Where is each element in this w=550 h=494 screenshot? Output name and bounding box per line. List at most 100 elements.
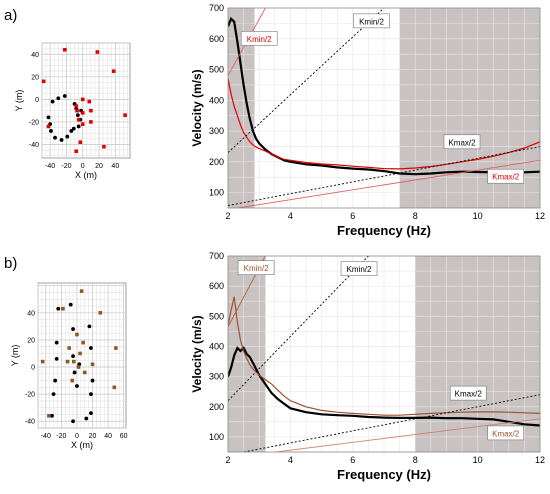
annotation-label: Kmin/2 xyxy=(247,35,272,44)
annotation-box xyxy=(487,168,524,184)
y-tick-label: 200 xyxy=(209,157,224,167)
station-red xyxy=(89,120,93,124)
annotation-box xyxy=(237,260,275,275)
y-tick-label: 200 xyxy=(209,402,224,412)
y-axis-label: Velocity (m/s) xyxy=(190,69,204,146)
annotation-box xyxy=(487,425,524,441)
x-tick-label: 20 xyxy=(95,163,103,170)
station-black xyxy=(49,129,53,133)
station-black xyxy=(71,126,76,131)
station-red xyxy=(111,69,116,73)
station-black xyxy=(50,99,55,104)
annotation-box xyxy=(353,13,390,29)
series-kmin-dotted xyxy=(228,256,369,402)
y-tick-label: 0 xyxy=(35,97,39,104)
station-brown xyxy=(67,346,71,350)
station-red xyxy=(87,99,92,104)
station-red xyxy=(89,108,93,113)
station-brown xyxy=(78,351,82,356)
y-tick-label: 0 xyxy=(31,365,35,372)
y-tick-label: 400 xyxy=(209,341,224,351)
plot-frame xyxy=(227,255,541,453)
x-tick-label: 40 xyxy=(104,433,112,440)
station-red xyxy=(46,124,51,129)
y-tick-label: 20 xyxy=(27,337,35,344)
station-black xyxy=(51,392,56,397)
series-kmax-brown-thin xyxy=(272,418,540,452)
y-tick-label: 20 xyxy=(31,74,39,81)
station-red xyxy=(78,140,83,145)
station-brown xyxy=(81,340,85,345)
x-tick-label: 6 xyxy=(350,211,355,221)
station-black xyxy=(54,356,59,361)
station-red xyxy=(74,149,79,154)
y-axis-label: Y (m) xyxy=(14,90,24,112)
x-tick-label: 2 xyxy=(225,211,230,221)
station-brown xyxy=(61,306,65,311)
station-black xyxy=(62,94,67,98)
x-tick-label: 8 xyxy=(413,211,418,221)
y-tick-label: 100 xyxy=(209,432,224,442)
x-tick-label: 6 xyxy=(350,455,355,465)
station-brown xyxy=(114,346,118,350)
y-tick-label: 300 xyxy=(209,372,224,382)
station-black xyxy=(71,419,75,424)
annotation-box xyxy=(443,134,481,150)
series-kmax-dotted xyxy=(228,146,540,206)
plot-frame xyxy=(227,7,541,209)
y-tick-label: -20 xyxy=(25,392,35,399)
x-tick-label: -40 xyxy=(41,433,51,440)
x-tick-label: 8 xyxy=(413,455,418,465)
x-tick-label: 0 xyxy=(81,163,85,170)
panel-label-a: a) xyxy=(4,7,17,24)
series-black-curve xyxy=(228,16,540,176)
x-tick-label: 12 xyxy=(535,211,545,221)
station-brown xyxy=(65,359,70,364)
station-brown xyxy=(82,370,87,375)
station-brown xyxy=(75,332,79,337)
y-tick-label: 700 xyxy=(209,3,224,13)
station-black xyxy=(68,302,73,307)
annotation-label: Kmin/2 xyxy=(359,17,384,26)
annotation-label: Kmin/2 xyxy=(347,265,372,274)
series-brown-curve xyxy=(228,296,540,416)
x-tick-label: 20 xyxy=(89,433,97,440)
station-black xyxy=(50,413,54,418)
x-tick-label: 10 xyxy=(473,211,483,221)
station-black xyxy=(53,135,57,140)
station-black xyxy=(89,411,93,415)
station-brown xyxy=(98,311,103,315)
y-tick-label: 500 xyxy=(209,65,224,75)
station-red xyxy=(95,50,100,54)
x-tick-label: -40 xyxy=(45,163,55,170)
y-tick-label: 300 xyxy=(209,126,224,136)
x-tick-label: 2 xyxy=(225,455,230,465)
series-kmax-dotted xyxy=(241,394,540,452)
station-black xyxy=(75,384,79,388)
series-black-curve xyxy=(228,346,540,427)
x-axis-label: X (m) xyxy=(75,170,97,180)
x-tick-label: 12 xyxy=(535,455,545,465)
series-kmin-dotted xyxy=(228,8,385,153)
station-black xyxy=(87,324,92,329)
station-black xyxy=(84,416,89,421)
station-red xyxy=(80,111,85,115)
y-tick-label: -40 xyxy=(29,142,39,149)
station-black xyxy=(46,115,51,120)
station-black xyxy=(56,306,61,311)
annotation-label: Kmax/2 xyxy=(448,138,476,147)
station-red xyxy=(76,117,81,122)
station-brown xyxy=(47,414,51,418)
y-tick-label: 500 xyxy=(209,311,224,321)
x-tick-label: -20 xyxy=(56,433,66,440)
y-axis-label: Velocity (m/s) xyxy=(190,315,204,392)
x-tick-label: -20 xyxy=(61,163,71,170)
station-brown xyxy=(90,362,95,367)
array-plot-a: -40 -20 0 20 40 40 20 0 -20 -40 X (m) Y (m) xyxy=(14,42,131,180)
station-brown xyxy=(112,385,117,390)
velocity-chart-a: Kmin/2 Kmin/2 Kmax/2 Kmax/2 2 4 6 8 10 12 100 200 30… xyxy=(190,3,545,238)
station-black xyxy=(56,96,61,101)
station-red xyxy=(102,144,106,149)
y-tick-label: 100 xyxy=(209,188,224,198)
